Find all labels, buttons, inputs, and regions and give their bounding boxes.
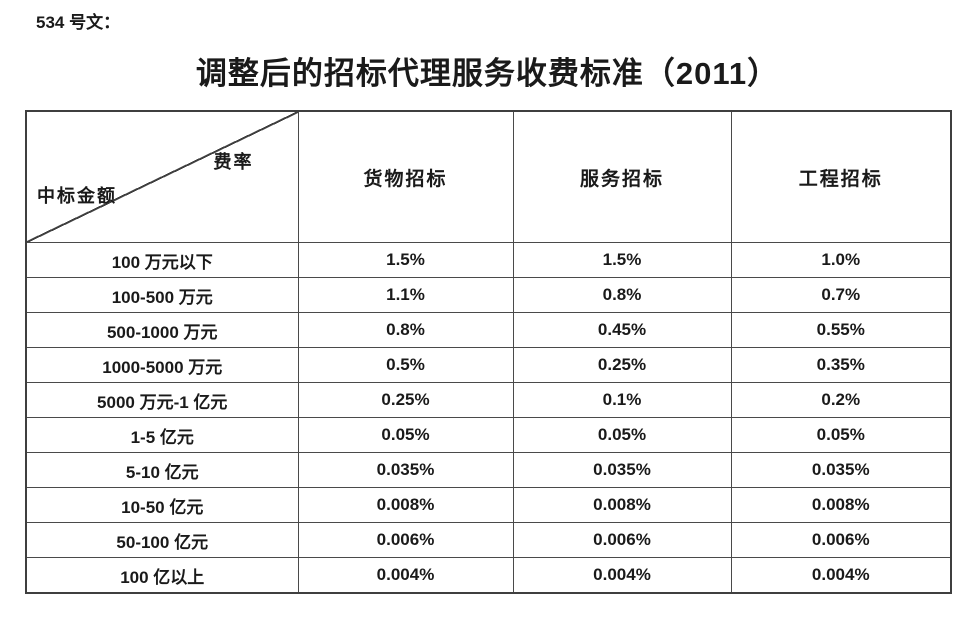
table-row: 500-1000 万元 0.8% 0.45% 0.55% bbox=[25, 312, 952, 348]
rate-cell: 0.008% bbox=[512, 487, 732, 523]
page-title: 调整后的招标代理服务收费标准（2011） bbox=[195, 56, 780, 91]
rate-cell: 0.035% bbox=[730, 452, 952, 488]
table-row: 100 万元以下 1.5% 1.5% 1.0% bbox=[25, 242, 952, 278]
rate-cell: 0.006% bbox=[730, 522, 952, 558]
rate-cell: 0.05% bbox=[297, 417, 514, 453]
rate-cell: 0.004% bbox=[297, 557, 514, 594]
rate-cell: 0.05% bbox=[730, 417, 952, 453]
rate-cell: 0.05% bbox=[512, 417, 732, 453]
table-row: 50-100 亿元 0.006% 0.006% 0.006% bbox=[25, 522, 952, 558]
rate-cell: 0.45% bbox=[512, 312, 732, 348]
rate-cell: 0.55% bbox=[730, 312, 952, 348]
rate-cell: 1.1% bbox=[297, 277, 514, 313]
row-label: 50-100 亿元 bbox=[25, 522, 299, 558]
fee-rate-table: 费率 中标金额 货物招标 服务招标 工程招标 100 万元以下 1.5% 1.5% 1… bbox=[25, 110, 952, 594]
rate-cell: 0.7% bbox=[730, 277, 952, 313]
row-label: 1000-5000 万元 bbox=[25, 347, 299, 383]
table-body: 100 万元以下 1.5% 1.5% 1.0% 100-500 万元 1.1% 0.8% 0.… bbox=[25, 242, 952, 594]
rate-cell: 0.008% bbox=[297, 487, 514, 523]
rate-cell: 0.8% bbox=[512, 277, 732, 313]
row-label: 500-1000 万元 bbox=[25, 312, 299, 348]
row-label: 10-50 亿元 bbox=[25, 487, 299, 523]
column-header-engineering: 工程招标 bbox=[730, 110, 952, 243]
doc-number-label: 534 号文： bbox=[36, 13, 121, 32]
diagonal-corner-cell: 费率 中标金额 bbox=[25, 110, 299, 243]
table-row: 1-5 亿元 0.05% 0.05% 0.05% bbox=[25, 417, 952, 453]
rate-cell: 0.1% bbox=[512, 382, 732, 418]
rate-cell: 0.8% bbox=[297, 312, 514, 348]
rate-cell: 0.035% bbox=[512, 452, 732, 488]
rate-cell: 1.5% bbox=[512, 242, 732, 278]
rate-cell: 0.25% bbox=[297, 382, 514, 418]
rate-cell: 0.2% bbox=[730, 382, 952, 418]
corner-label-award-amount: 中标金额 bbox=[37, 186, 117, 206]
rate-cell: 0.5% bbox=[297, 347, 514, 383]
rate-cell: 0.035% bbox=[297, 452, 514, 488]
row-label: 100 亿以上 bbox=[25, 557, 299, 594]
table-row: 10-50 亿元 0.008% 0.008% 0.008% bbox=[25, 487, 952, 523]
rate-cell: 1.5% bbox=[297, 242, 514, 278]
rate-cell: 0.25% bbox=[512, 347, 732, 383]
table-row: 100 亿以上 0.004% 0.004% 0.004% bbox=[25, 557, 952, 594]
corner-label-rate: 费率 bbox=[213, 152, 254, 172]
row-label: 1-5 亿元 bbox=[25, 417, 299, 453]
column-header-services: 服务招标 bbox=[512, 110, 732, 243]
rate-cell: 0.006% bbox=[297, 522, 514, 558]
rate-cell: 1.0% bbox=[730, 242, 952, 278]
row-label: 100 万元以下 bbox=[25, 242, 299, 278]
rate-cell: 0.35% bbox=[730, 347, 952, 383]
rate-cell: 0.006% bbox=[512, 522, 732, 558]
row-label: 100-500 万元 bbox=[25, 277, 299, 313]
rate-cell: 0.004% bbox=[730, 557, 952, 594]
table-row: 5000 万元-1 亿元 0.25% 0.1% 0.2% bbox=[25, 382, 952, 418]
rate-cell: 0.008% bbox=[730, 487, 952, 523]
row-label: 5000 万元-1 亿元 bbox=[25, 382, 299, 418]
column-header-goods: 货物招标 bbox=[297, 110, 514, 243]
table-row: 1000-5000 万元 0.5% 0.25% 0.35% bbox=[25, 347, 952, 383]
table-header-row: 费率 中标金额 货物招标 服务招标 工程招标 bbox=[25, 110, 952, 243]
rate-cell: 0.004% bbox=[512, 557, 732, 594]
table-row: 5-10 亿元 0.035% 0.035% 0.035% bbox=[25, 452, 952, 488]
table-row: 100-500 万元 1.1% 0.8% 0.7% bbox=[25, 277, 952, 313]
row-label: 5-10 亿元 bbox=[25, 452, 299, 488]
